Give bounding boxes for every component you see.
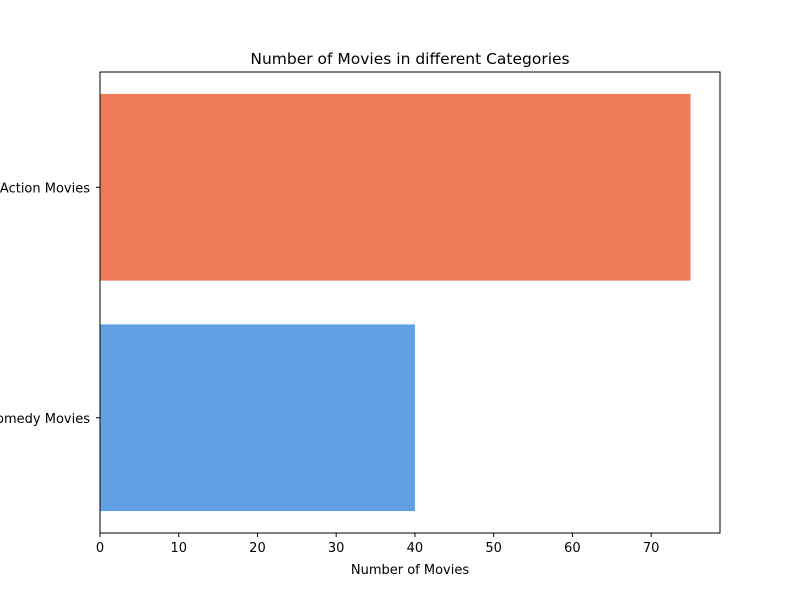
plot-frame bbox=[99, 71, 721, 534]
y-tick-label: Action Movies bbox=[0, 181, 90, 196]
x-axis-label: Number of Movies bbox=[351, 563, 469, 578]
bars-group bbox=[100, 93, 691, 512]
x-tick-label: 40 bbox=[407, 541, 424, 556]
bar-action-movies bbox=[100, 93, 691, 281]
x-tick-label: 10 bbox=[170, 541, 187, 556]
x-tick-label: 50 bbox=[485, 541, 502, 556]
x-tick-label: 60 bbox=[564, 541, 581, 556]
x-tick-label: 30 bbox=[328, 541, 345, 556]
x-axis-ticks: 0 10 20 30 40 50 60 70 bbox=[96, 533, 660, 556]
y-tick-label: Comedy Movies bbox=[0, 412, 90, 427]
x-tick-label: 0 bbox=[96, 541, 104, 556]
bar-comedy-movies bbox=[100, 324, 415, 512]
x-tick-label: 20 bbox=[249, 541, 266, 556]
x-tick-label: 70 bbox=[643, 541, 660, 556]
chart-title: Number of Movies in different Categories bbox=[250, 50, 569, 68]
y-axis-ticks: Action Movies Comedy Movies bbox=[0, 181, 100, 427]
